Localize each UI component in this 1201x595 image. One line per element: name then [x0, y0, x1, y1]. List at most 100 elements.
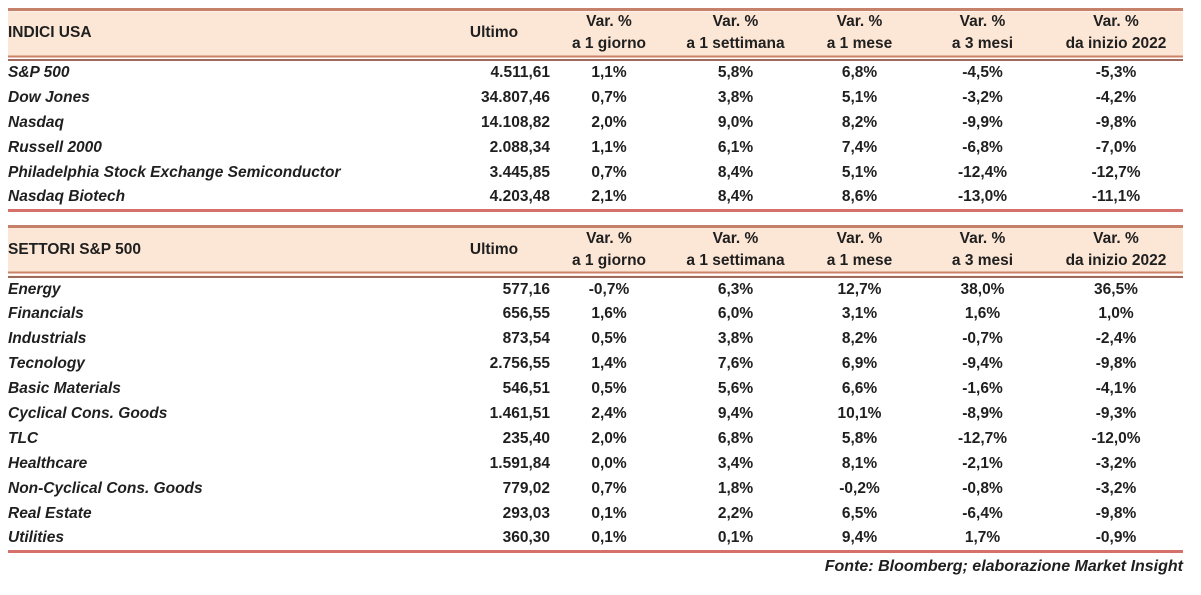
var-value: 10,1%	[837, 405, 882, 422]
var-value: 1,4%	[591, 355, 627, 372]
var-label: Var. %	[836, 229, 883, 247]
var-value: 3,8%	[717, 88, 754, 106]
var-value: 1,7%	[916, 526, 1049, 553]
var-value: 8,4%	[717, 163, 754, 181]
row-label: Non-Cyclical Cons. Goods	[8, 480, 203, 497]
var-value: -6,8%	[962, 138, 1003, 156]
var-label: Var. %	[586, 229, 632, 247]
var-value: -13,0%	[916, 185, 1049, 212]
ultimo-value: 779,02	[502, 480, 550, 497]
row-label: Nasdaq	[8, 113, 64, 131]
settori-sp500-table: SETTORI S&P 500 Ultimo Var. % a 1 giorno…	[8, 224, 1183, 553]
table-row: Financials 656,55 1,6% 6,0% 3,1% 1,6% 1,0%	[8, 302, 1183, 327]
period-label: a 1 mese	[826, 35, 893, 52]
ultimo-value: 235,40	[502, 430, 550, 447]
var-value: -9,3%	[1095, 405, 1137, 422]
table-row: Nasdaq 14.108,82 2,0% 9,0% 8,2% -9,9% -9,8%	[8, 110, 1183, 135]
var-value: 2,0%	[591, 430, 627, 447]
var-value: -11,1%	[1049, 185, 1183, 212]
var-value: 3,8%	[717, 330, 754, 347]
var-value: 2,2%	[717, 505, 754, 522]
var-value: -3,2%	[1095, 480, 1137, 497]
var-value: 5,1%	[841, 88, 878, 106]
var-value: 6,5%	[841, 505, 878, 522]
var-value: 5,8%	[717, 64, 754, 81]
var-value: -12,7%	[1091, 163, 1141, 181]
ultimo-value: 360,30	[438, 526, 550, 553]
col-header-var-da-inizio-2022: Var. % da inizio 2022	[1049, 224, 1183, 278]
var-value: -8,9%	[962, 405, 1003, 422]
table-title-indici-usa: INDICI USA	[8, 8, 438, 61]
var-value: 9,4%	[803, 526, 916, 553]
row-label: Basic Materials	[8, 380, 121, 397]
row-label: Nasdaq Biotech	[8, 185, 438, 212]
table-row: Real Estate 293,03 0,1% 2,2% 6,5% -6,4% -9,8%	[8, 502, 1183, 527]
var-value: -4,5%	[962, 64, 1003, 81]
var-value: 5,6%	[717, 380, 754, 397]
var-value: -4,2%	[1095, 88, 1137, 106]
var-value: 9,4%	[717, 405, 754, 422]
ultimo-value: 1.461,51	[489, 405, 550, 422]
var-value: 0,5%	[591, 330, 627, 347]
var-value: -12,4%	[957, 163, 1008, 181]
var-value: -12,0%	[1091, 430, 1141, 447]
ultimo-value: 14.108,82	[481, 113, 550, 131]
var-value: -2,1%	[962, 455, 1003, 472]
ultimo-value: 1.591,84	[489, 455, 550, 472]
var-label: Var. %	[712, 13, 759, 30]
var-value: 5,8%	[841, 430, 878, 447]
var-value: 0,1%	[668, 526, 803, 553]
row-label: Cyclical Cons. Goods	[8, 405, 168, 422]
var-value: -6,4%	[962, 505, 1003, 522]
var-value: 3,4%	[717, 455, 754, 472]
table-spacer	[8, 212, 1183, 225]
var-label: Var. %	[1093, 229, 1139, 247]
table-row: Healthcare 1.591,84 0,0% 3,4% 8,1% -2,1% -3,2%	[8, 452, 1183, 477]
var-value: 0,7%	[591, 163, 627, 181]
ultimo-value: 873,54	[502, 330, 550, 347]
table-row: Utilities 360,30 0,1% 0,1% 9,4% 1,7% -0,9%	[8, 526, 1183, 553]
var-value: 6,0%	[717, 305, 754, 322]
var-value: 6,8%	[717, 430, 754, 447]
col-header-var-1-giorno: Var. % a 1 giorno	[550, 8, 668, 61]
period-label: a 1 settimana	[686, 251, 785, 269]
var-value: -0,7%	[588, 280, 630, 298]
var-value: 3,1%	[841, 305, 878, 322]
var-value: -9,4%	[962, 355, 1003, 372]
var-value: 6,1%	[717, 138, 754, 156]
table-row: Russell 2000 2.088,34 1,1% 6,1% 7,4% -6,8% -7,…	[8, 135, 1183, 160]
var-value: 1,6%	[591, 305, 627, 322]
settori-sp500-body: Energy 577,16 -0,7% 6,3% 12,7% 38,0% 36,5% Fina…	[8, 277, 1183, 553]
ultimo-value: 656,55	[502, 305, 550, 322]
var-value: -0,8%	[962, 480, 1003, 497]
var-value: 6,8%	[841, 64, 878, 81]
source-note: Fonte: Bloomberg; elaborazione Market In…	[824, 558, 1183, 575]
row-label: Russell 2000	[8, 138, 102, 156]
ultimo-value: 4.511,61	[490, 64, 550, 81]
var-value: 0,7%	[591, 88, 627, 106]
period-label: da inizio 2022	[1065, 251, 1167, 269]
col-header-ultimo: Ultimo	[438, 224, 550, 278]
col-header-var-1-giorno: Var. % a 1 giorno	[550, 224, 668, 278]
var-value: -7,0%	[1095, 138, 1137, 156]
var-value: 8,2%	[841, 330, 878, 347]
col-header-var-1-mese: Var. % a 1 mese	[803, 224, 916, 278]
col-header-var-1-settimana: Var. % a 1 settimana	[668, 8, 803, 61]
var-value: 8,1%	[841, 455, 878, 472]
var-value: 7,4%	[841, 138, 878, 156]
period-label: a 1 mese	[826, 251, 893, 269]
table-row: TLC 235,40 2,0% 6,8% 5,8% -12,7% -12,0%	[8, 427, 1183, 452]
var-label: Var. %	[836, 13, 883, 30]
var-value: -9,8%	[1095, 113, 1137, 131]
col-header-ultimo: Ultimo	[438, 8, 550, 61]
var-label: Var. %	[959, 13, 1006, 30]
row-label: Financials	[8, 305, 84, 322]
row-label: TLC	[8, 430, 39, 447]
var-value: 8,4%	[668, 185, 803, 212]
period-label: a 1 giorno	[571, 35, 647, 52]
ultimo-value: 577,16	[502, 280, 550, 298]
row-label: Utilities	[8, 526, 438, 553]
row-label: Dow Jones	[8, 88, 90, 106]
table-row: Cyclical Cons. Goods 1.461,51 2,4% 9,4% 10,1…	[8, 402, 1183, 427]
